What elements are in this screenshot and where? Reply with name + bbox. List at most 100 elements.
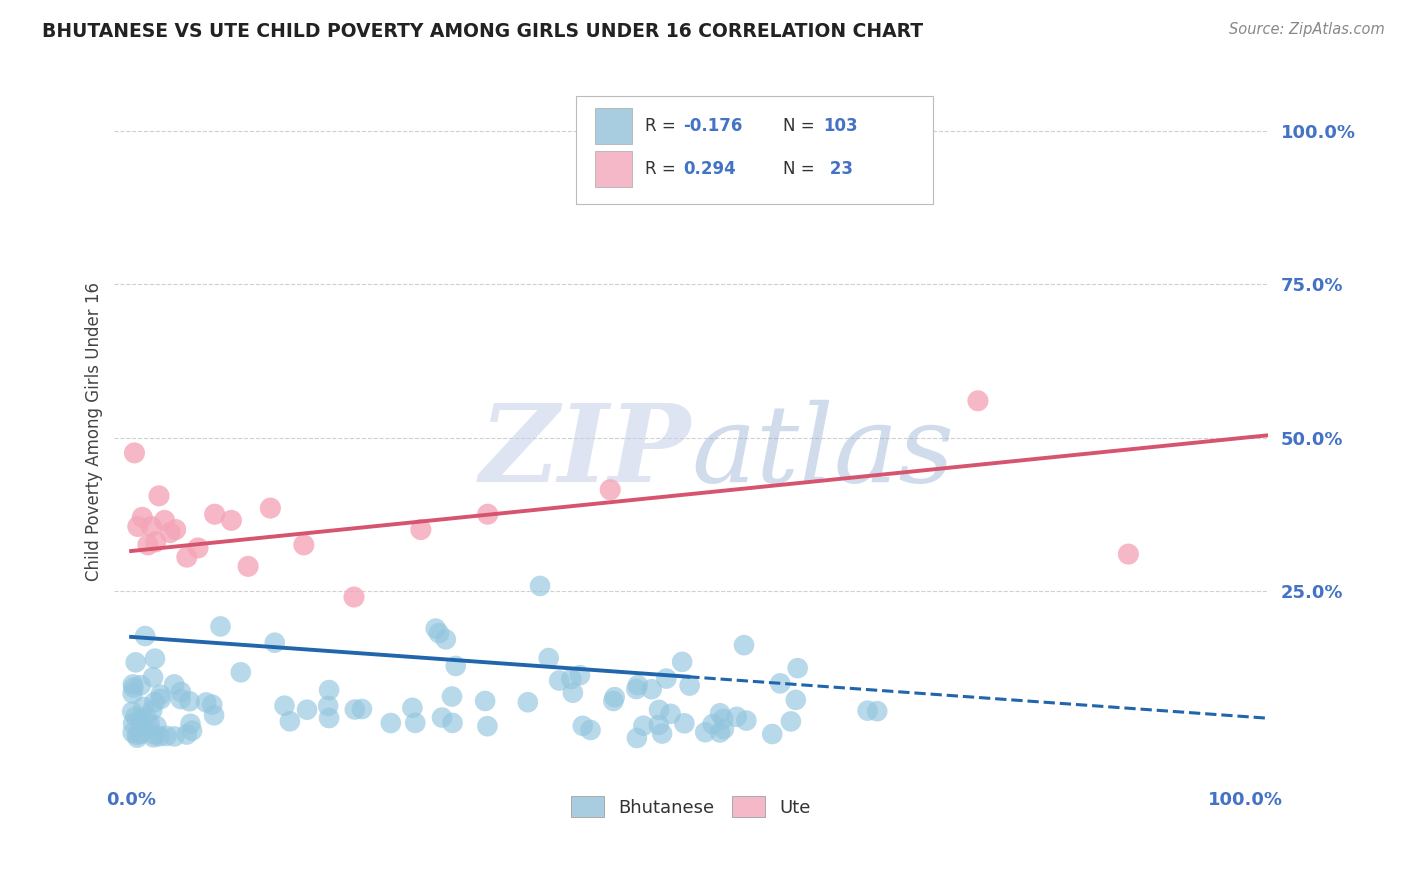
Point [695,725,717,739]
Text: N =: N = [783,161,820,178]
Point [640,682,662,697]
Point [129,713,152,727]
Point [529,579,551,593]
Point [761,727,783,741]
FancyBboxPatch shape [575,95,934,204]
Point [170,692,193,706]
Point [236,559,259,574]
Point [155,729,177,743]
Text: 23: 23 [824,161,852,178]
Point [427,626,450,640]
Legend: Bhutanese, Ute: Bhutanese, Ute [564,789,818,824]
Point [143,651,166,665]
Point [129,714,152,729]
Point [136,538,159,552]
Point [401,700,423,714]
Point [404,715,426,730]
Point [316,698,339,713]
Point [278,714,301,729]
Point [713,722,735,736]
Point [127,519,149,533]
Text: 103: 103 [824,117,858,135]
Point [273,698,295,713]
Point [149,688,172,702]
Point [425,622,447,636]
Point [561,686,583,700]
Point [121,705,143,719]
Point [121,677,143,691]
Point [380,716,402,731]
Point [599,483,621,497]
Point [143,728,166,742]
Point [143,695,166,709]
Point [125,728,148,742]
Text: R =: R = [645,117,681,135]
Point [163,730,186,744]
Point [343,590,366,604]
Point [195,695,218,709]
Point [474,694,496,708]
Point [548,673,571,688]
Point [673,716,696,731]
Point [516,695,538,709]
Point [318,711,340,725]
Point [603,690,626,705]
Point [121,725,143,739]
Point [711,712,734,726]
Point [627,678,650,692]
Point [148,729,170,743]
Bar [595,151,633,187]
Point [202,708,225,723]
Point [141,703,163,717]
Point [132,700,155,714]
Point [671,655,693,669]
Point [626,731,648,745]
Point [568,668,591,682]
Text: -0.176: -0.176 [683,117,742,135]
Point [127,731,149,745]
Text: 0.294: 0.294 [683,161,735,178]
Point [709,725,731,739]
Point [409,523,432,537]
Point [179,694,201,708]
Point [176,550,198,565]
Point [134,629,156,643]
Point [866,704,889,718]
Text: Source: ZipAtlas.com: Source: ZipAtlas.com [1229,22,1385,37]
Point [142,731,165,745]
Point [444,659,467,673]
Point [702,717,724,731]
Point [678,679,700,693]
Point [655,672,678,686]
Point [141,519,163,533]
Point [129,727,152,741]
Point [350,702,373,716]
Point [967,393,990,408]
Bar [595,108,633,145]
Point [579,723,602,737]
Point [602,694,624,708]
Text: BHUTANESE VS UTE CHILD POVERTY AMONG GIRLS UNDER 16 CORRELATION CHART: BHUTANESE VS UTE CHILD POVERTY AMONG GIR… [42,22,924,41]
Point [165,523,187,537]
Point [122,681,145,695]
Point [122,716,145,731]
Y-axis label: Child Poverty Among Girls Under 16: Child Poverty Among Girls Under 16 [86,282,103,581]
Point [709,706,731,721]
Point [176,727,198,741]
Point [648,703,671,717]
Point [209,619,232,633]
Point [221,513,243,527]
Point [149,692,172,706]
Point [201,698,224,712]
Point [153,513,176,527]
Point [648,718,671,732]
Point [434,632,457,647]
Point [477,507,499,521]
Point [735,714,758,728]
Point [441,715,464,730]
Point [477,719,499,733]
Text: R =: R = [645,161,681,178]
Point [163,677,186,691]
Point [170,685,193,699]
Point [124,710,146,724]
